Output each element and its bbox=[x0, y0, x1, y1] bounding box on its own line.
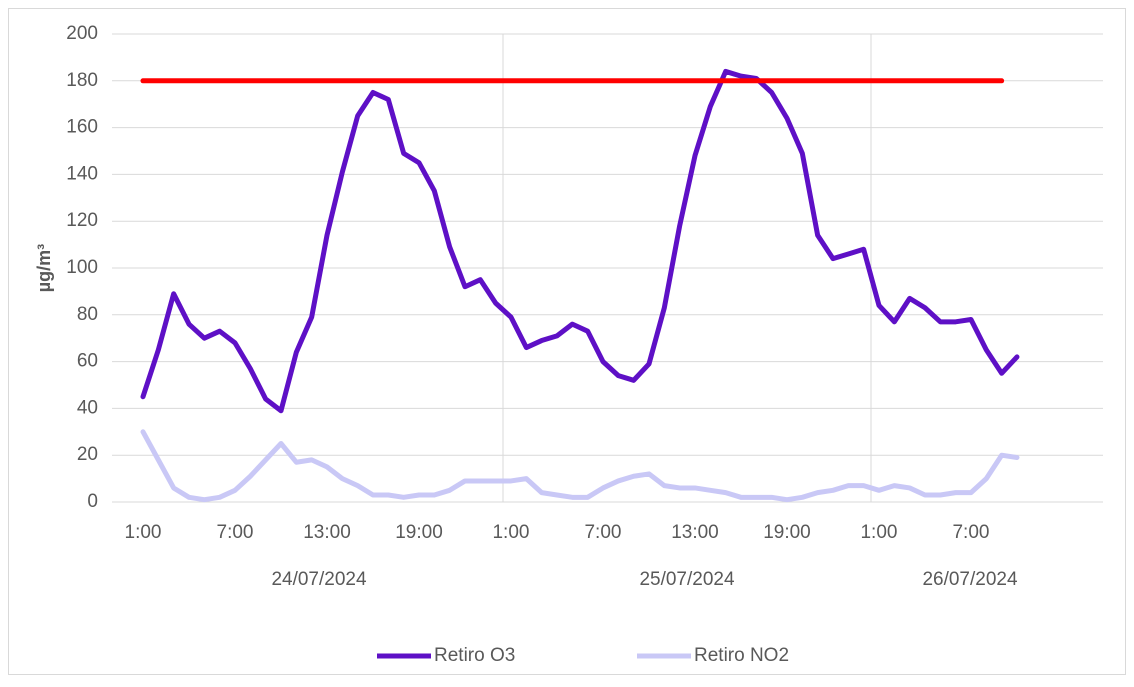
date-label: 25/07/2024 bbox=[639, 569, 735, 590]
y-tick-label: 100 bbox=[66, 257, 98, 278]
x-tick-label: 1:00 bbox=[860, 522, 897, 543]
y-tick-label: 20 bbox=[77, 444, 98, 465]
y-tick-label: 80 bbox=[77, 304, 98, 325]
y-tick-label: 40 bbox=[77, 397, 98, 418]
y-tick-label: 0 bbox=[87, 491, 98, 512]
x-tick-label: 1:00 bbox=[125, 522, 162, 543]
y-tick-label: 120 bbox=[66, 210, 98, 231]
series-line bbox=[140, 429, 1020, 503]
date-label: 26/07/2024 bbox=[922, 569, 1018, 590]
x-tick-label: 7:00 bbox=[217, 522, 254, 543]
y-axis-label: µg/m³ bbox=[34, 244, 54, 292]
x-tick-label: 19:00 bbox=[395, 522, 443, 543]
x-tick-label: 13:00 bbox=[671, 522, 719, 543]
chart-frame bbox=[8, 8, 1126, 675]
legend-label: Retiro O3 bbox=[434, 645, 515, 666]
y-tick-label: 140 bbox=[66, 163, 98, 184]
x-tick-label: 1:00 bbox=[492, 522, 529, 543]
x-tick-label: 13:00 bbox=[303, 522, 351, 543]
y-tick-label: 60 bbox=[77, 351, 98, 372]
series-line bbox=[140, 68, 1020, 414]
y-tick-label: 200 bbox=[66, 23, 98, 44]
legend-label: Retiro NO2 bbox=[694, 645, 789, 666]
x-tick-label: 19:00 bbox=[763, 522, 811, 543]
y-tick-label: 160 bbox=[66, 117, 98, 138]
x-tick-label: 7:00 bbox=[584, 522, 621, 543]
y-tick-label: 180 bbox=[66, 70, 98, 91]
date-label: 24/07/2024 bbox=[271, 569, 367, 590]
x-tick-label: 7:00 bbox=[952, 522, 989, 543]
